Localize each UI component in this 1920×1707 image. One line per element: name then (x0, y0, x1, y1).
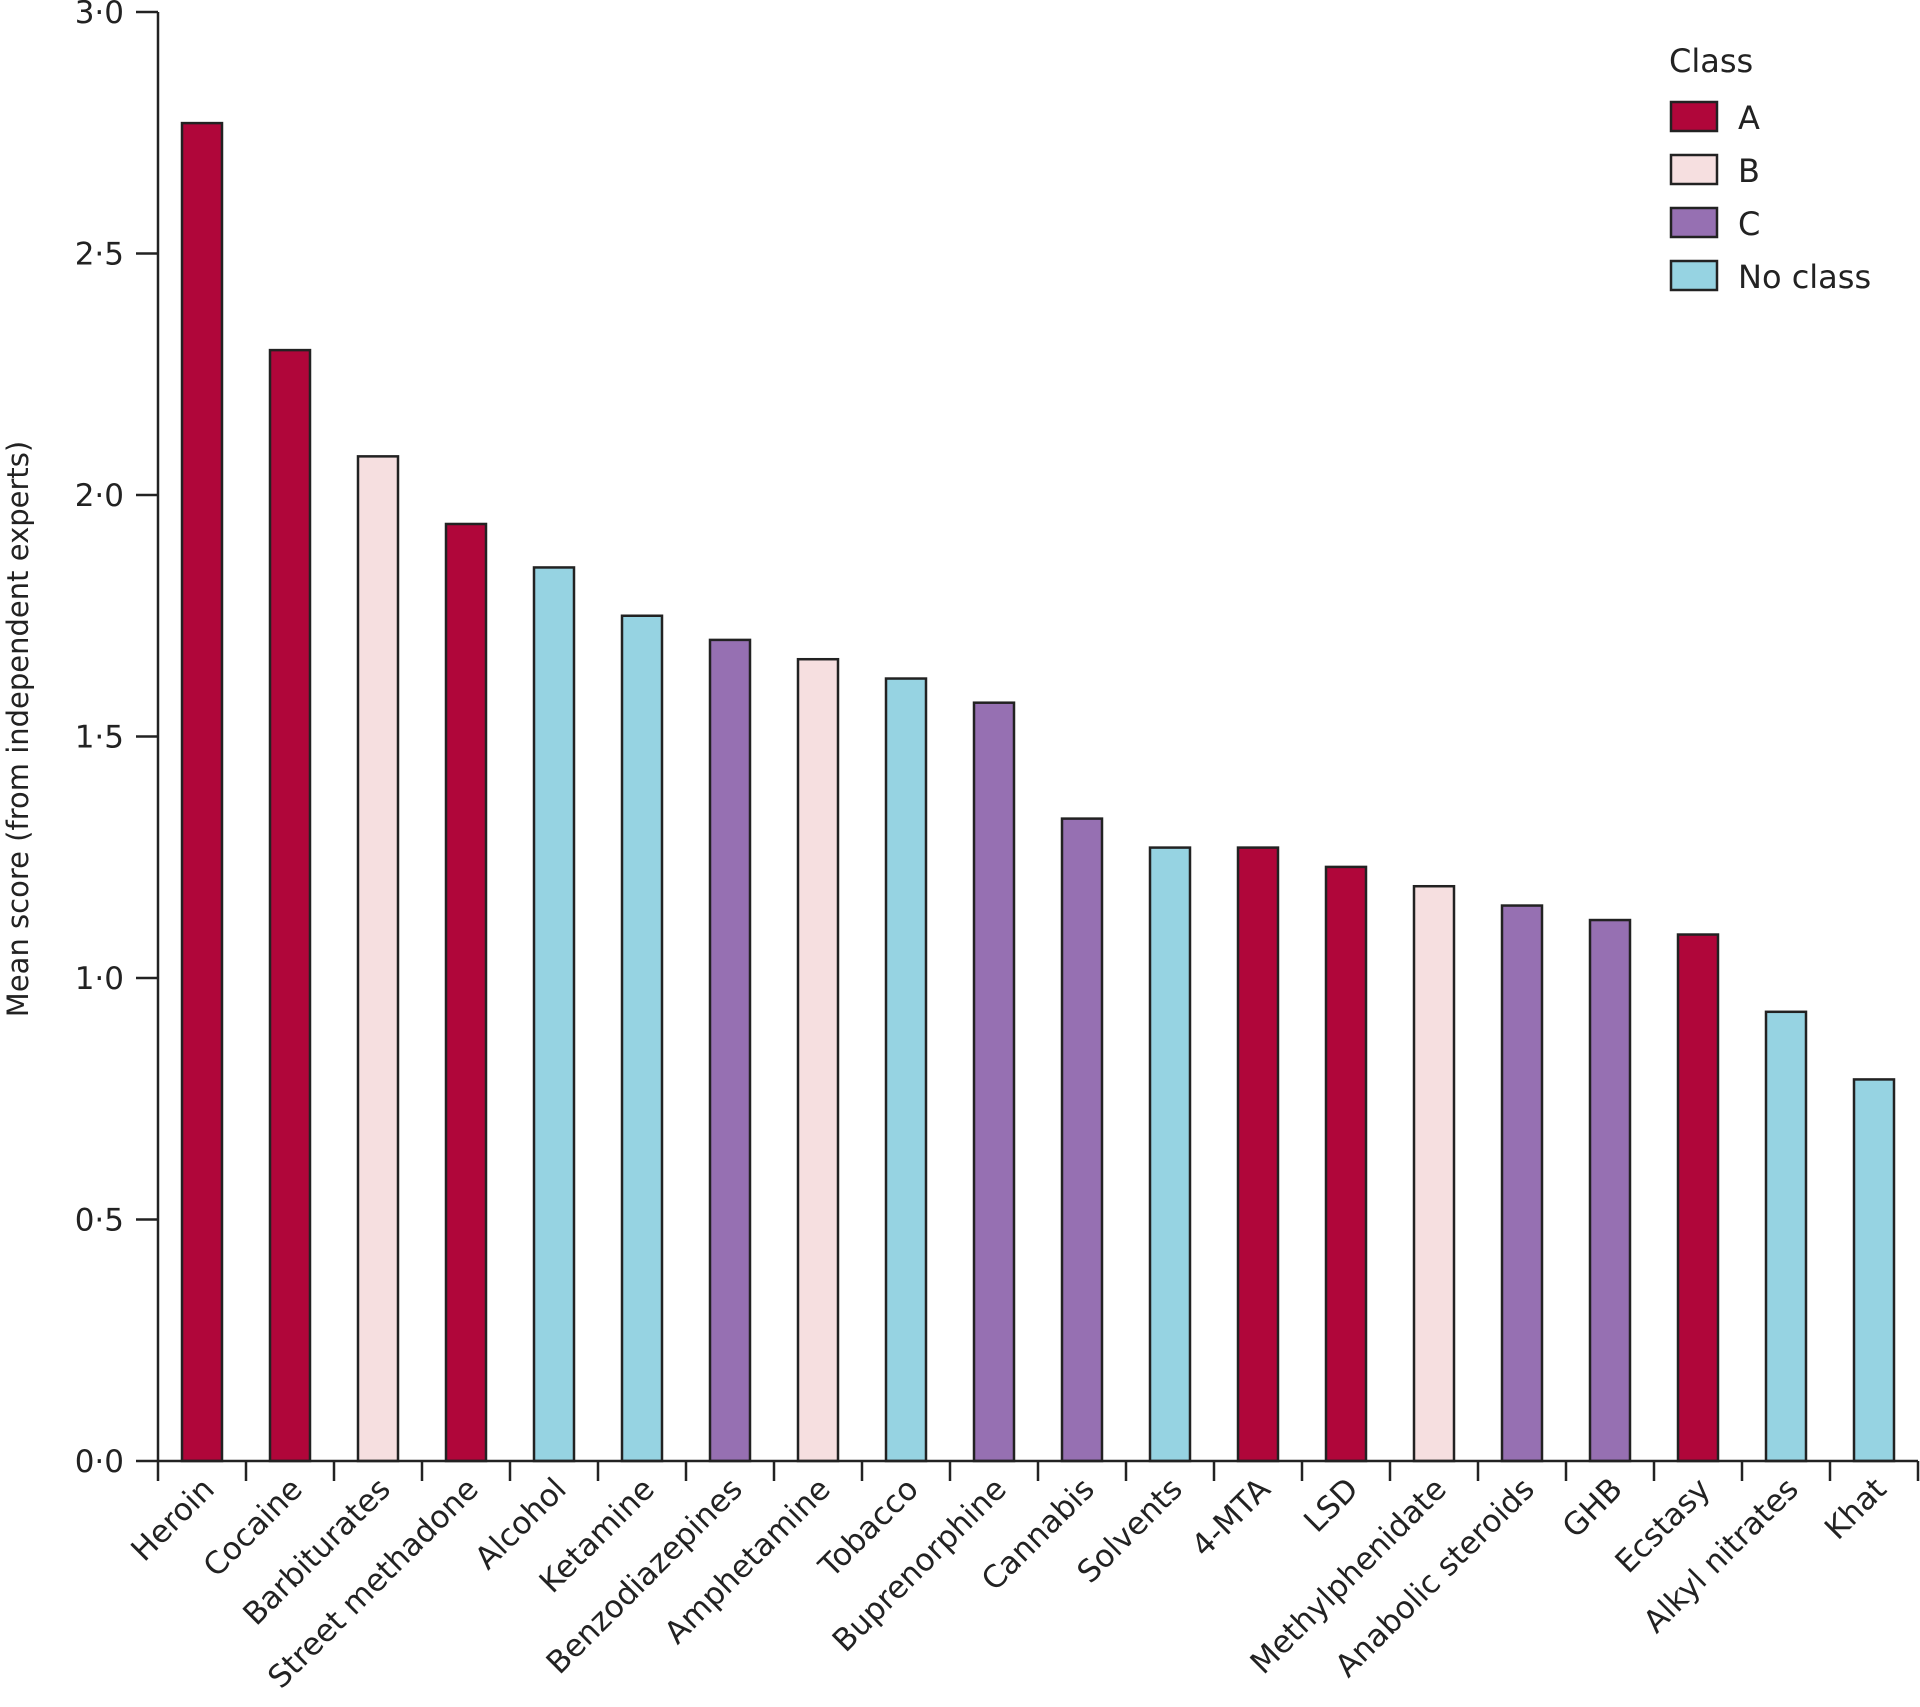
legend: Class ABC No class (1669, 42, 1871, 296)
bars (180, 121, 1896, 1463)
legend-swatch (1669, 259, 1719, 292)
legend-label: A (1738, 99, 1760, 137)
x-tick-label: GHB (1556, 1471, 1630, 1545)
legend-title: Class (1669, 42, 1753, 80)
y-tick-label: 1·0 (75, 961, 124, 997)
bar-ghb (1588, 918, 1632, 1463)
bar-solvents (1148, 846, 1192, 1463)
y-tick-label: 1·5 (75, 720, 124, 756)
bar-cannabis (1060, 817, 1104, 1463)
bar-cocaine (268, 348, 312, 1463)
bar-tobacco (884, 677, 928, 1463)
y-tick-label: 3·0 (75, 0, 124, 31)
x-tick-label: 4-MTA (1185, 1471, 1278, 1564)
bar-buprenorphine (972, 701, 1016, 1463)
bar-amphetamine (796, 657, 840, 1463)
y-tick-label: 0·0 (75, 1444, 124, 1480)
legend-swatch (1669, 100, 1719, 133)
bar-methylphenidate (1412, 884, 1456, 1463)
x-tick-label: Khat (1818, 1471, 1894, 1547)
bar-khat (1852, 1078, 1896, 1463)
legend-label: No class (1738, 258, 1871, 296)
bar-barbiturates (356, 455, 400, 1463)
y-tick-label: 2·5 (75, 237, 124, 273)
y-axis: 0·0 0·5 1·0 1·5 2·0 2·5 3·0 (75, 0, 160, 1480)
x-tick-label: Alkyl nitrates (1637, 1471, 1806, 1640)
legend-swatch (1669, 153, 1719, 186)
bar-alkyl-nitrates (1764, 1010, 1808, 1463)
bar-ketamine (620, 614, 664, 1463)
bar-ecstasy (1676, 933, 1720, 1463)
legend-label: C (1738, 205, 1760, 243)
x-tick-label: LSD (1297, 1471, 1365, 1539)
legend-swatch (1669, 206, 1719, 239)
y-tick-label: 2·0 (75, 478, 124, 514)
bar-alcohol (532, 566, 576, 1463)
legend-label: B (1738, 152, 1760, 190)
y-axis-title: Mean score (from independent experts) (1, 441, 35, 1017)
y-tick-label: 0·5 (75, 1203, 124, 1239)
bar-anabolic-steroids (1500, 904, 1544, 1463)
bar-heroin (180, 121, 224, 1463)
bar-street-methadone (444, 522, 488, 1463)
bar-benzodiazepines (708, 638, 752, 1463)
bar-4-mta (1236, 846, 1280, 1463)
bar-lsd (1324, 865, 1368, 1463)
